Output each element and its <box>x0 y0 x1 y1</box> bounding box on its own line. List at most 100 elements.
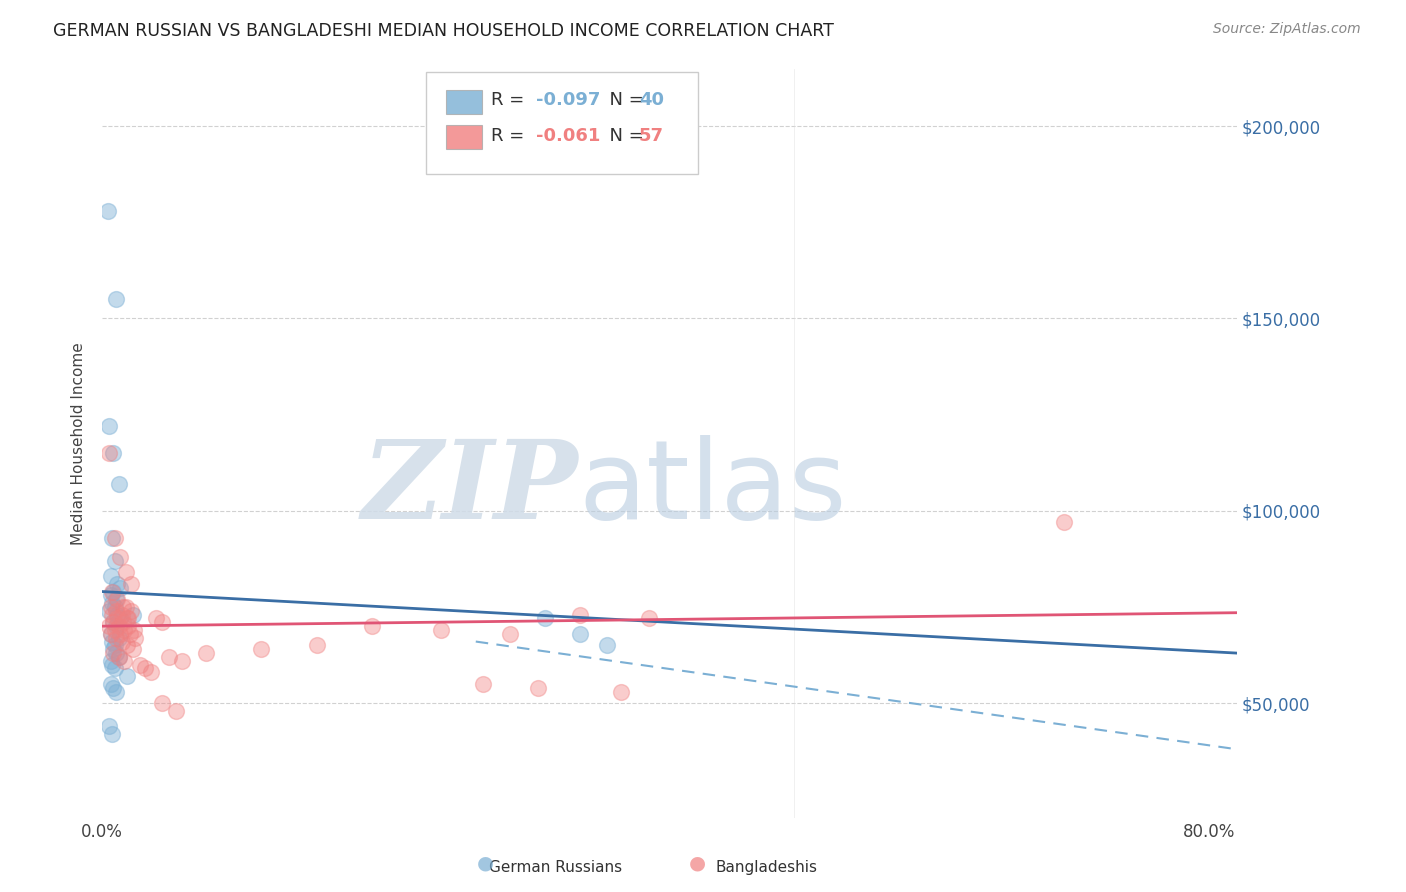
Point <box>134 661 156 675</box>
Point <box>194 646 217 660</box>
Point <box>115 639 138 653</box>
Point <box>107 607 129 622</box>
Text: ●: ● <box>477 854 494 872</box>
Point <box>610 684 633 698</box>
Point <box>111 599 134 614</box>
Point <box>100 677 122 691</box>
Point <box>108 611 131 625</box>
Point <box>108 631 131 645</box>
Point <box>107 611 129 625</box>
Text: R =: R = <box>491 91 530 109</box>
Point <box>361 619 384 633</box>
Point <box>105 592 128 607</box>
Point <box>103 646 125 660</box>
Point <box>108 549 131 564</box>
Point <box>111 615 134 630</box>
Point <box>103 615 125 630</box>
Point <box>105 293 128 307</box>
Point <box>97 203 120 218</box>
Point <box>107 592 129 607</box>
Point <box>105 646 128 660</box>
Point <box>534 611 557 625</box>
Text: -0.097: -0.097 <box>536 91 600 109</box>
Point <box>471 677 494 691</box>
Point <box>98 619 121 633</box>
Point <box>596 639 619 653</box>
Text: 40: 40 <box>638 91 664 109</box>
Point <box>120 577 142 591</box>
Point <box>105 631 128 645</box>
Point <box>104 661 127 675</box>
Point <box>118 627 141 641</box>
Point <box>98 604 121 618</box>
Point <box>104 554 127 568</box>
Point <box>568 627 591 641</box>
Point <box>150 615 173 630</box>
Point <box>101 596 124 610</box>
Point <box>108 649 131 664</box>
Point <box>128 657 150 672</box>
Point <box>637 611 659 625</box>
Point <box>117 611 139 625</box>
Point <box>250 642 273 657</box>
Point <box>108 476 131 491</box>
Point <box>305 639 328 653</box>
Point <box>100 588 122 602</box>
Point <box>108 581 131 595</box>
Point <box>527 681 550 695</box>
Point <box>108 619 131 633</box>
Point <box>117 619 139 633</box>
Text: 57: 57 <box>638 127 664 145</box>
Point <box>103 615 125 630</box>
Text: -0.061: -0.061 <box>536 127 600 145</box>
Point <box>110 607 132 622</box>
Point <box>105 619 128 633</box>
Point <box>103 584 125 599</box>
Point <box>114 599 136 614</box>
Point <box>157 649 180 664</box>
Point <box>104 623 127 637</box>
Text: ●: ● <box>689 854 706 872</box>
Point <box>100 627 122 641</box>
Point <box>98 719 121 733</box>
Point <box>100 569 122 583</box>
Point <box>108 627 131 641</box>
Point <box>103 681 125 695</box>
Point <box>112 623 135 637</box>
Point <box>100 627 122 641</box>
FancyBboxPatch shape <box>446 125 482 149</box>
Point <box>101 607 124 622</box>
Point <box>105 684 128 698</box>
Point <box>98 419 121 434</box>
Point <box>101 584 124 599</box>
Point <box>122 623 145 637</box>
Text: Bangladeshis: Bangladeshis <box>716 861 817 875</box>
Text: N =: N = <box>598 127 650 145</box>
Text: ZIP: ZIP <box>363 434 579 542</box>
Point <box>105 604 128 618</box>
Point <box>1053 516 1076 530</box>
Point <box>115 669 138 683</box>
Point <box>108 649 131 664</box>
Point <box>120 604 142 618</box>
FancyBboxPatch shape <box>446 89 482 113</box>
Point <box>104 531 127 545</box>
Point <box>101 727 124 741</box>
Point <box>121 607 143 622</box>
Point <box>101 657 124 672</box>
Point <box>568 607 591 622</box>
Y-axis label: Median Household Income: Median Household Income <box>72 343 86 545</box>
Point <box>145 611 167 625</box>
Point <box>103 446 125 460</box>
Point <box>104 599 127 614</box>
Text: German Russians: German Russians <box>489 861 621 875</box>
Point <box>101 634 124 648</box>
Point <box>139 665 162 680</box>
Point <box>103 642 125 657</box>
Text: Source: ZipAtlas.com: Source: ZipAtlas.com <box>1213 22 1361 37</box>
Point <box>124 631 146 645</box>
Point <box>430 623 453 637</box>
Point <box>100 599 122 614</box>
Point <box>114 566 136 580</box>
Point <box>499 627 522 641</box>
